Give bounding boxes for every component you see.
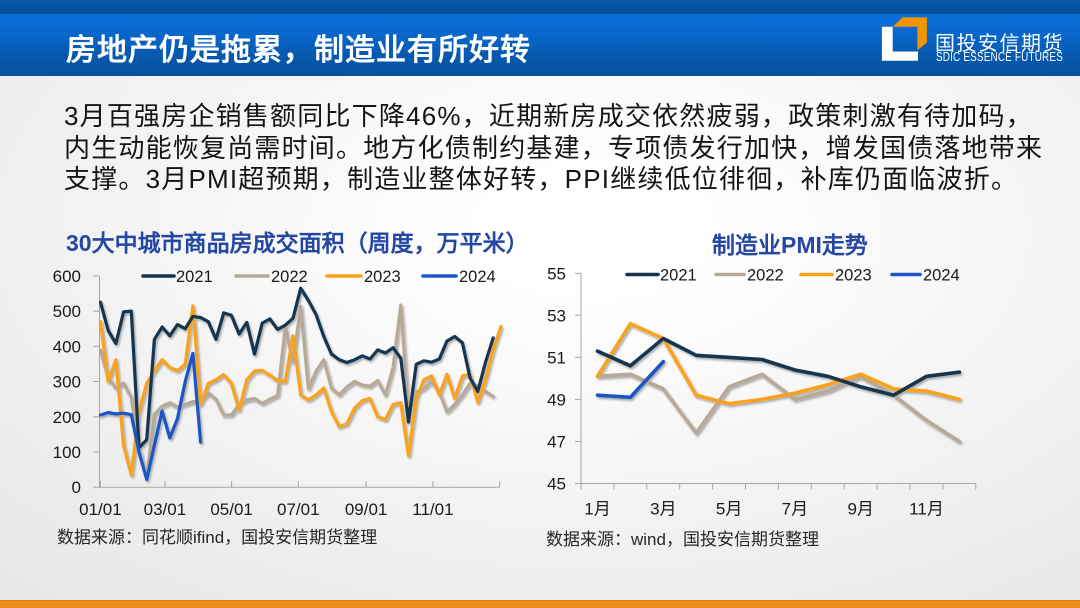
- svg-text:01/01: 01/01: [79, 500, 122, 519]
- svg-text:3月: 3月: [650, 500, 676, 519]
- svg-text:49: 49: [547, 390, 566, 409]
- svg-text:600: 600: [53, 267, 81, 286]
- svg-text:7月: 7月: [782, 500, 808, 519]
- svg-text:05/01: 05/01: [210, 500, 253, 519]
- svg-text:100: 100: [53, 443, 81, 462]
- svg-text:9月: 9月: [847, 500, 873, 519]
- svg-text:03/01: 03/01: [144, 500, 187, 519]
- svg-text:45: 45: [547, 475, 566, 494]
- svg-text:2023: 2023: [835, 267, 872, 285]
- svg-text:400: 400: [53, 337, 81, 356]
- svg-text:300: 300: [53, 373, 81, 392]
- svg-text:2021: 2021: [660, 267, 697, 285]
- svg-text:200: 200: [53, 408, 81, 427]
- svg-text:2024: 2024: [459, 268, 496, 286]
- svg-text:1月: 1月: [584, 500, 610, 519]
- svg-text:55: 55: [547, 264, 566, 283]
- svg-text:2022: 2022: [271, 268, 308, 286]
- svg-text:09/01: 09/01: [345, 500, 388, 519]
- svg-text:2021: 2021: [176, 268, 213, 286]
- svg-text:2022: 2022: [747, 267, 784, 285]
- svg-text:11月: 11月: [909, 500, 944, 519]
- svg-text:5月: 5月: [716, 500, 742, 519]
- svg-text:07/01: 07/01: [277, 500, 320, 519]
- svg-text:53: 53: [547, 306, 566, 325]
- svg-text:51: 51: [547, 348, 566, 367]
- svg-text:47: 47: [547, 433, 566, 452]
- svg-text:2023: 2023: [364, 268, 401, 286]
- svg-text:500: 500: [53, 302, 81, 321]
- svg-text:2024: 2024: [923, 267, 960, 285]
- svg-text:11/01: 11/01: [412, 500, 453, 519]
- svg-text:0: 0: [72, 478, 81, 497]
